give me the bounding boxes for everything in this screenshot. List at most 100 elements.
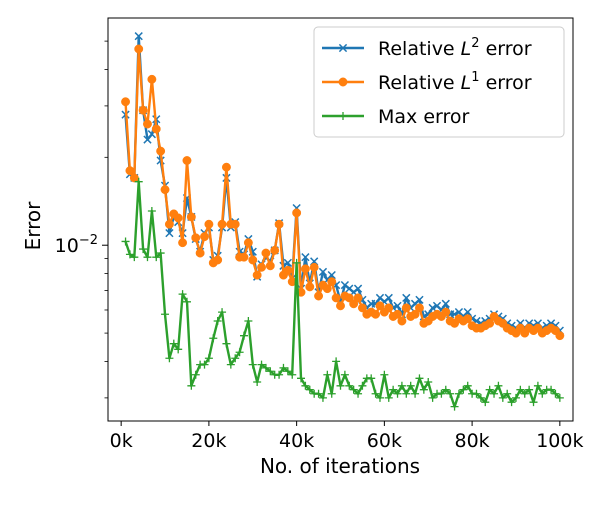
series-2-point [134,44,144,54]
plot-series-group [121,32,565,411]
legend: Relative L2 error Relative L1 error Max er… [313,26,565,138]
series-2-point [200,232,209,242]
series-3-point [182,297,191,306]
series-2-point [384,303,394,313]
series-1-point [301,253,310,262]
series-2-point [160,185,170,195]
series-3-point [463,381,472,390]
series-1-point [327,270,336,280]
y-tick-label: 10−2 [55,233,98,257]
series-1-point [415,295,424,304]
legend-label-2: Relative L1 error [378,70,532,94]
series-1-point [428,303,437,313]
series-2-point [357,303,367,313]
legend-marker-2 [338,77,348,87]
series-3-point [318,393,327,402]
series-1-point [283,258,292,267]
series-3-point [533,381,542,390]
series-2-point [147,74,157,84]
series-2-point [239,252,249,262]
y-axis-ticks: 10−2 [55,40,108,399]
series-2-point [230,219,240,229]
series-2-point [129,173,139,183]
series-2-point [393,309,402,319]
series-3-point [437,389,446,398]
series-3-point [130,253,139,262]
series-3-point [476,393,485,402]
legend-marker-1 [338,43,348,53]
series-3-point [139,245,148,254]
legend-label-1: Relative L2 error [378,36,532,60]
series-3-point [279,363,288,372]
series-3-point [490,389,499,398]
series-2-point [371,309,381,319]
series-3-point [384,393,393,402]
series-2-point [336,301,345,311]
series-3-point [336,381,345,390]
series-3-point [389,385,398,394]
series-3-point [288,370,297,379]
series-3-point [358,381,367,390]
series-2-point [173,213,183,223]
x-axis-ticks: 0k 20k 40k 60k 80k 100k [110,421,583,452]
series-3-point [305,385,314,394]
series-3-point [275,370,284,379]
series-3-point [222,339,231,348]
series-2-point [213,255,223,265]
series-2-point [248,255,258,265]
series-3-point [226,360,235,369]
series-2-point [151,124,161,134]
legend-entry-3: Max error [322,106,470,128]
series-2-point [186,212,196,222]
legend-label-3: Max error [378,106,470,128]
legend-box [313,26,565,138]
series-3-point [415,374,424,383]
series-3-point [125,250,134,259]
series-3-point [547,385,556,394]
x-axis-label: No. of iterations [260,454,420,478]
series-2-point [252,270,262,280]
series-2-point [143,119,152,129]
series-3-point [266,367,275,376]
series-3-point [485,385,494,394]
series-3-point [525,385,534,394]
series-2-point [463,314,473,324]
series-3-point [424,378,433,387]
series-2-point [314,291,324,301]
series-3-point [209,334,218,343]
series-3-point [529,398,538,407]
series-3-point [498,393,507,402]
series-3-point [402,389,411,398]
series-3-point [244,317,253,326]
series-2-point [257,262,266,272]
series-3-line [124,180,561,408]
series-2-point [441,307,451,317]
series-3-point [538,389,547,398]
series-2-point [401,303,411,313]
series-3-point [152,253,161,262]
series-3-point [332,357,341,366]
series-3-point [406,381,415,390]
series-2-point [274,219,284,229]
series-3-point [161,310,170,319]
series-3-point [371,389,380,398]
x-tick-label: 20k [191,430,226,452]
series-3-point [314,389,323,398]
series-3-point [411,389,420,398]
series-3-point [446,389,455,398]
series-3-point [239,331,248,340]
series-3-point [323,370,332,379]
series-2-point [305,282,315,292]
series-2-point [322,284,332,294]
series-2-point [485,318,495,328]
series-2-point [327,277,337,287]
series-3-point [253,378,262,387]
series-3-point [231,354,240,363]
series-3-point [178,290,187,299]
series-1-point [353,284,363,293]
series-2-point [410,309,420,319]
series-2-point [156,146,166,156]
series-2-point [300,264,310,274]
series-2-point [265,261,275,271]
